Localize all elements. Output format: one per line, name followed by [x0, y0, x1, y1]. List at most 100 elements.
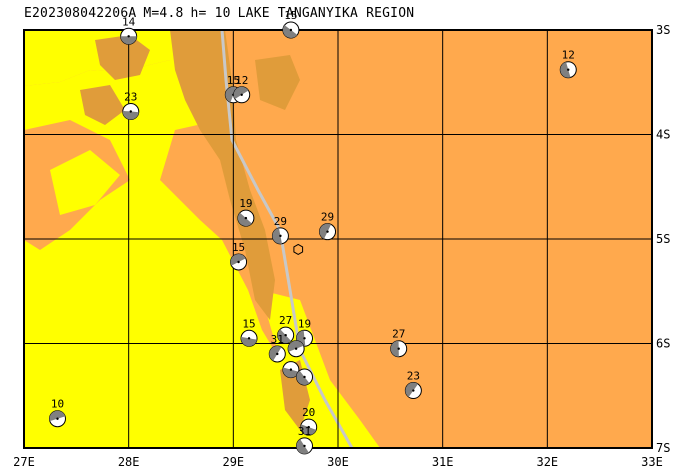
terrain-layer — [24, 30, 380, 448]
y-tick-label: 3S — [656, 23, 670, 37]
highland-region — [80, 85, 125, 125]
beachball-center — [303, 444, 306, 448]
beachball-quadrant — [272, 228, 282, 244]
beachball-center — [127, 35, 130, 38]
mechanism-depth-label: 31 — [298, 425, 311, 438]
beachball-quadrant — [300, 424, 317, 436]
depth: h= 10 — [190, 6, 231, 21]
mechanism-depth-label: 27 — [279, 314, 292, 327]
focal-mechanism: 31 — [268, 333, 286, 363]
epicenter-marker — [293, 243, 304, 255]
region-name: LAKE TANGANYIKA REGION — [237, 6, 415, 21]
focal-mechanism: 15 — [230, 241, 248, 271]
focal-mechanism: 23 — [404, 370, 422, 400]
epicenter-hexagon — [293, 243, 304, 255]
mechanism-depth-label: 27 — [392, 328, 405, 341]
beachball-quadrant — [120, 36, 137, 45]
mechanism-depth-label: 15 — [227, 74, 240, 87]
highland-region — [170, 30, 275, 320]
beachball-quadrant — [390, 340, 399, 357]
x-tick-label: 30E — [327, 455, 349, 469]
y-tick-label: 5S — [656, 232, 670, 246]
x-tick-label: 28E — [118, 455, 140, 469]
mechanism-depth-label: 31 — [271, 333, 284, 346]
focal-mechanism: 27 — [390, 328, 408, 358]
beachball-center — [240, 93, 243, 96]
y-tick-label: 7S — [656, 441, 670, 455]
beachball-quadrant — [319, 223, 332, 239]
beachball-center — [397, 347, 400, 350]
focal-mechanism: 31 — [296, 425, 314, 455]
mechanism-depth-label: 23 — [407, 370, 420, 383]
beachball-center — [244, 216, 248, 220]
beachball-quadrant — [233, 86, 249, 100]
beachball-center — [567, 68, 570, 71]
focal-mechanism: 12 — [559, 49, 577, 79]
mechanism-depth-label: 15 — [242, 317, 255, 330]
beachball-quadrant — [277, 329, 292, 344]
y-tick-label: 4S — [656, 128, 670, 142]
mechanism-depth-label: 29 — [274, 215, 287, 228]
beachball-center — [237, 260, 240, 264]
focal-mechanism: 20 — [300, 406, 318, 436]
beachball-center — [279, 234, 282, 238]
beachball-center — [129, 110, 132, 113]
beachball-quadrant — [122, 110, 139, 120]
beachball-quadrant — [405, 382, 419, 397]
map-title: E202308042206A M=4.8 h= 10 LAKE TANGANYIKA … — [24, 6, 421, 21]
mechanism-depth-label: 10 — [51, 398, 64, 411]
focal-mechanism — [296, 368, 314, 386]
magnitude: M=4.8 — [143, 6, 184, 21]
focal-mechanism: 15 — [240, 317, 258, 347]
mechanism-depth-label: 15 — [284, 9, 297, 22]
beachball-quadrant — [296, 370, 310, 385]
focal-mechanism: 23 — [122, 91, 140, 121]
mechanism-depth-label: 23 — [124, 91, 137, 104]
beachball-quadrant — [230, 253, 246, 266]
map-frame — [23, 29, 653, 449]
beachball-quadrant — [560, 62, 571, 78]
beachball-quadrant — [282, 367, 299, 378]
focal-mechanism: 12 — [233, 74, 251, 104]
mechanism-depth-label: 19 — [239, 197, 252, 210]
highland-region — [255, 55, 300, 110]
mechanism-depth-label: 19 — [298, 317, 311, 330]
lowland-region — [50, 150, 120, 215]
focal-mechanism: 27 — [277, 314, 295, 344]
focal-mechanism: 19 — [237, 197, 255, 227]
beachball-center — [276, 352, 279, 356]
beachball-quadrant — [269, 345, 282, 361]
beachball-center — [56, 417, 59, 420]
beachball-center — [307, 425, 310, 429]
beachball-center — [303, 337, 306, 340]
beachball-center — [303, 375, 306, 379]
y-axis-labels: 3S 4S 5S 6S 7S — [656, 23, 670, 455]
beachball-center — [284, 333, 287, 337]
beachball-quadrant — [241, 336, 257, 347]
focal-mechanism — [282, 361, 300, 379]
highland-region — [95, 35, 150, 80]
beachball-center — [326, 230, 329, 233]
mechanism-depth-label: 15 — [232, 241, 245, 254]
beachball-center — [412, 389, 415, 392]
beachball-quadrant — [49, 410, 66, 422]
mechanism-depth-label: 29 — [321, 211, 334, 224]
beachball-quadrant — [225, 86, 237, 103]
beachball-center — [247, 337, 251, 340]
x-tick-label: 33E — [641, 455, 663, 469]
beachball-center — [289, 368, 293, 371]
x-axis-labels: 27E 28E 29E 30E 31E 32E 33E — [13, 455, 663, 469]
focal-mechanism: 29 — [271, 215, 289, 245]
mechanism-depth-label: 12 — [235, 74, 248, 87]
beachball-quadrant — [237, 212, 252, 227]
mechanism-depth-label: 14 — [122, 15, 136, 28]
x-tick-label: 29E — [222, 455, 244, 469]
y-tick-label: 6S — [656, 337, 670, 351]
mechanism-depth-label: 12 — [562, 49, 575, 62]
x-tick-label: 32E — [536, 455, 558, 469]
beachball-quadrant — [282, 25, 298, 38]
event-id: E202308042206A — [24, 6, 137, 21]
beachball-quadrant — [288, 340, 304, 352]
